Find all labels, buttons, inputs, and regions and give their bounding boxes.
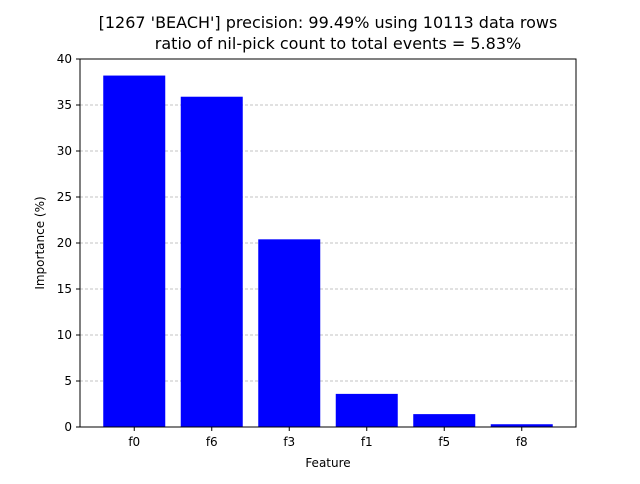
x-tick-label-f8: f8 [516,435,528,449]
x-tick-label-f5: f5 [438,435,450,449]
chart-subtitle: ratio of nil-pick count to total events … [155,34,521,53]
y-tick-label: 10 [57,328,72,342]
x-tick-label-f0: f0 [128,435,140,449]
y-tick-label: 30 [57,144,72,158]
bar-f1 [335,393,398,427]
y-tick-label: 35 [57,98,72,112]
x-tick-label-f3: f3 [283,435,295,449]
bar-f0 [103,75,166,427]
y-tick-label: 5 [64,374,72,388]
chart-title: [1267 'BEACH'] precision: 99.49% using 1… [99,13,558,32]
y-tick-label: 40 [57,52,72,66]
x-tick-label-f6: f6 [206,435,218,449]
bar-f8 [490,424,553,427]
y-tick-label: 20 [57,236,72,250]
bars [103,75,553,427]
y-tick-label: 25 [57,190,72,204]
y-axis-label: Importance (%) [33,196,47,289]
x-axis-label: Feature [305,456,350,470]
x-axis-ticks: f0 f6 f3 f1 f5 f8 [128,427,528,449]
bar-f5 [413,414,476,427]
y-tick-label: 0 [64,420,72,434]
bar-f6 [180,96,243,427]
y-axis-ticks: 0 5 10 15 20 25 30 35 40 [57,52,80,434]
x-tick-label-f1: f1 [361,435,373,449]
bar-f3 [258,239,321,427]
y-tick-label: 15 [57,282,72,296]
